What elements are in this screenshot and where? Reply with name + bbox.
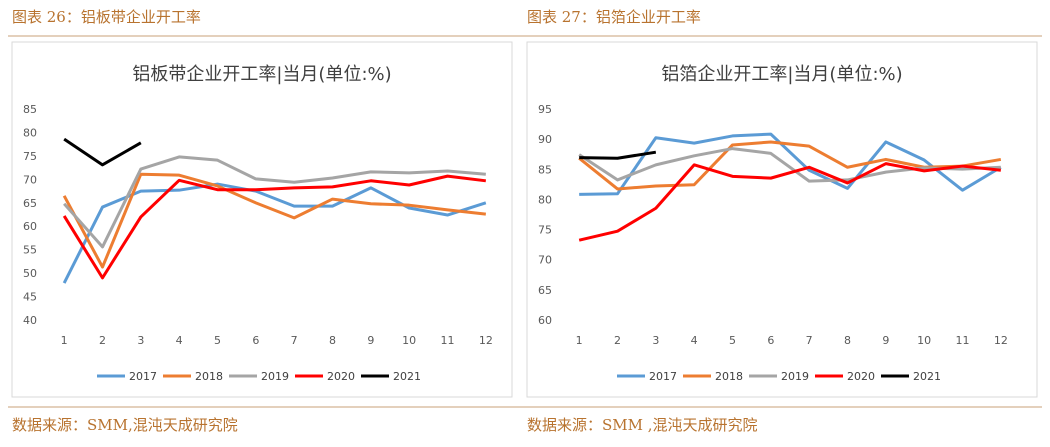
x-tick-label: 10: [917, 334, 931, 347]
y-tick-label: 80: [23, 126, 37, 139]
y-tick-label: 85: [23, 103, 37, 116]
series-line: [63, 155, 486, 249]
series-line: [62, 172, 486, 269]
source: 数据来源：SMM,混沌天成研究院: [12, 416, 238, 434]
chart-title: 铝板带企业开工率|当月(单位:%): [132, 64, 391, 85]
x-tick-label: 3: [137, 334, 144, 347]
x-tick-label: 9: [882, 334, 889, 347]
x-tick-label: 9: [367, 334, 374, 347]
y-tick-label: 45: [23, 291, 37, 304]
legend-label: 2019: [781, 370, 809, 383]
series-line: [578, 162, 1001, 242]
x-tick-label: 2: [614, 334, 621, 347]
y-tick-label: 90: [538, 133, 552, 146]
caption: 图表 26：铝板带企业开工率: [12, 8, 201, 26]
y-tick-label: 75: [23, 150, 37, 163]
series-line: [62, 182, 487, 284]
y-tick-label: 55: [23, 244, 37, 257]
x-tick-label: 5: [729, 334, 736, 347]
x-tick-label: 12: [479, 334, 493, 347]
legend-label: 2020: [847, 370, 875, 383]
y-tick-label: 85: [538, 163, 552, 176]
x-tick-label: 6: [252, 334, 259, 347]
x-tick-label: 11: [441, 334, 455, 347]
x-tick-label: 2: [99, 334, 106, 347]
x-tick-label: 1: [576, 334, 583, 347]
y-tick-label: 60: [538, 314, 552, 327]
legend-label: 2021: [913, 370, 941, 383]
x-tick-label: 4: [176, 334, 183, 347]
series-line: [62, 174, 487, 280]
legend-label: 2018: [715, 370, 743, 383]
chart-frame: [526, 41, 1038, 398]
y-tick-label: 40: [23, 314, 37, 327]
x-tick-label: 7: [291, 334, 298, 347]
y-tick-label: 95: [538, 103, 552, 116]
legend-label: 2020: [327, 370, 355, 383]
series-line: [579, 132, 1002, 196]
y-tick-label: 65: [538, 284, 552, 297]
legend-label: 2017: [129, 370, 157, 383]
x-tick-label: 3: [652, 334, 659, 347]
legend-label: 2019: [261, 370, 289, 383]
y-tick-label: 80: [538, 193, 552, 206]
x-tick-label: 4: [691, 334, 698, 347]
source: 数据来源：SMM ,混沌天成研究院: [527, 416, 758, 434]
y-tick-label: 65: [23, 197, 37, 210]
x-tick-label: 12: [994, 334, 1008, 347]
x-tick-label: 8: [844, 334, 851, 347]
x-tick-label: 6: [767, 334, 774, 347]
legend-label: 2021: [393, 370, 421, 383]
x-tick-label: 8: [329, 334, 336, 347]
legend-label: 2017: [649, 370, 677, 383]
series-line: [63, 137, 142, 167]
series-line: [578, 147, 1001, 183]
x-tick-label: 7: [806, 334, 813, 347]
y-tick-label: 60: [23, 220, 37, 233]
y-tick-label: 70: [538, 254, 552, 267]
y-tick-label: 50: [23, 267, 37, 280]
x-tick-label: 11: [956, 334, 970, 347]
x-tick-label: 10: [402, 334, 416, 347]
y-tick-label: 70: [23, 173, 37, 186]
x-tick-label: 1: [61, 334, 68, 347]
chart-frame: [11, 41, 513, 398]
x-tick-label: 5: [214, 334, 221, 347]
y-tick-label: 75: [538, 224, 552, 237]
legend-label: 2018: [195, 370, 223, 383]
caption: 图表 27：铝箔企业开工率: [527, 8, 701, 26]
series-line: [579, 150, 657, 160]
chart-title: 铝箔企业开工率|当月(单位:%): [661, 64, 902, 85]
